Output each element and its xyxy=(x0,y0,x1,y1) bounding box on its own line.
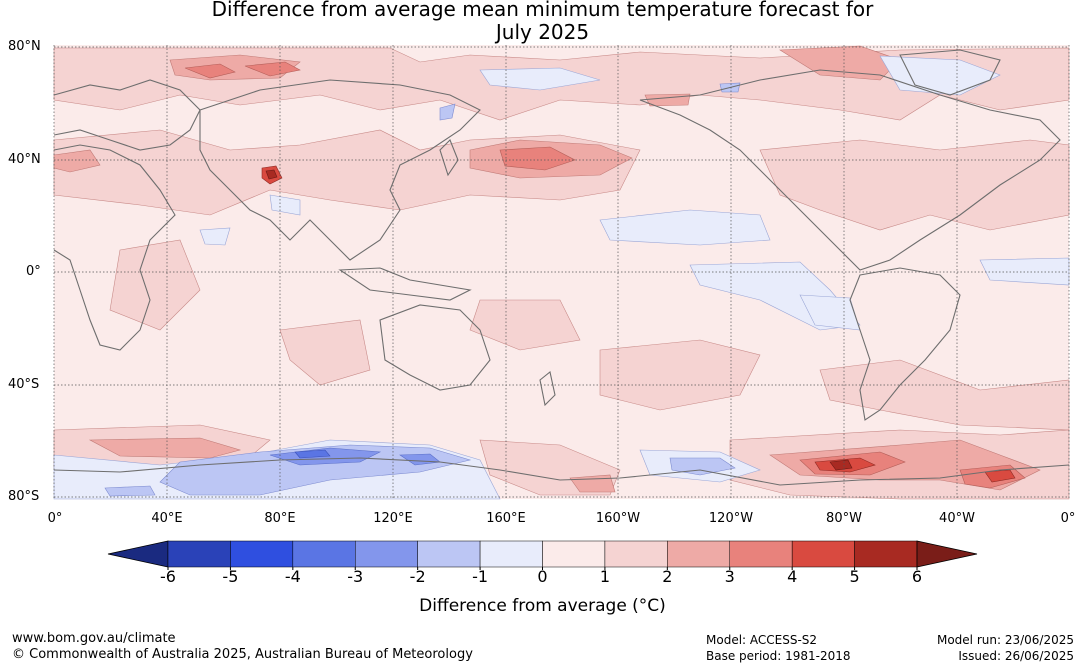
colorbar-tick-label: -5 xyxy=(222,567,239,586)
colorbar-tick-label: 5 xyxy=(849,567,860,586)
colorbar-tick-label: -3 xyxy=(347,567,364,586)
anomaly-5-6-regions xyxy=(265,169,853,471)
colorbar-tick-label: 3 xyxy=(724,567,735,586)
coastline-north-america xyxy=(639,69,1061,271)
lon-label-80e: 80°E xyxy=(264,511,296,526)
footer-issued: Issued: 26/06/2025 xyxy=(958,649,1074,663)
colorbar-tick-label: 6 xyxy=(911,567,923,586)
lat-label-40s: 40°S xyxy=(8,377,40,392)
colorbar-tick-label: 0 xyxy=(537,567,548,586)
colorbar-tick-label: -4 xyxy=(284,567,301,586)
coastline-europe xyxy=(53,79,201,151)
title-line-1: Difference from average mean minimum tem… xyxy=(211,0,874,21)
colorbar-tick-label: -6 xyxy=(160,567,176,586)
colorbar-swatch xyxy=(167,540,231,568)
lat-label-40n: 40°N xyxy=(8,152,41,167)
anomaly-neg3-neg4-regions xyxy=(294,449,331,459)
footer-model-run: Model run: 23/06/2025 xyxy=(936,633,1074,647)
footer-base-period: Base period: 1981-2018 xyxy=(706,649,851,663)
coastline-south-america xyxy=(849,267,961,421)
coastlines xyxy=(53,49,1070,486)
coastline-greenland xyxy=(899,49,1001,96)
footer-model: Model: ACCESS-S2 xyxy=(706,633,818,647)
colorbar-swatch xyxy=(604,540,668,568)
colorbar-tick-label: 4 xyxy=(787,567,798,586)
colorbar-swatch xyxy=(230,540,294,568)
lon-label-160w: 160°W xyxy=(595,511,641,526)
lon-label-120e: 120°E xyxy=(373,511,413,526)
lon-label-0-left: 0° xyxy=(47,511,63,526)
colorbar-swatch xyxy=(791,540,855,568)
colorbar-swatch xyxy=(355,540,418,568)
coastline-new-zealand xyxy=(539,371,556,407)
colorbar-tick-lines xyxy=(167,567,918,570)
lon-label-40e: 40°E xyxy=(151,511,183,526)
colorbar-swatch xyxy=(479,540,543,568)
colorbar-extend-high xyxy=(916,540,978,568)
colorbar-swatch xyxy=(854,540,918,568)
lat-label-80s: 80°S xyxy=(8,489,40,504)
colorbar-swatch xyxy=(542,540,606,568)
colorbar-tick-label: -1 xyxy=(472,567,489,586)
coastline-africa xyxy=(53,144,176,351)
colorbar-extend-low xyxy=(107,540,169,568)
lon-label-80w: 80°W xyxy=(826,511,862,526)
colorbar-tick-label: 1 xyxy=(599,567,610,586)
coastline-australia xyxy=(379,304,491,391)
colorbar-swatches xyxy=(107,540,978,568)
lon-label-40w: 40°W xyxy=(939,511,975,526)
footer-copyright: © Commonwealth of Australia 2025, Austra… xyxy=(12,647,473,662)
chart-title: Difference from average mean minimum tem… xyxy=(0,0,1085,44)
title-line-2: July 2025 xyxy=(495,20,590,44)
colorbar-label: Difference from average (°C) xyxy=(419,596,666,616)
colorbar-swatch xyxy=(417,540,481,568)
lat-label-0: 0° xyxy=(26,264,41,279)
anomaly-neg1-neg2-regions xyxy=(104,82,741,497)
colorbar-swatch xyxy=(729,540,793,568)
coastline-antarctica xyxy=(53,457,1070,486)
lon-label-120w: 120°W xyxy=(708,511,754,526)
coastline-asia xyxy=(199,79,481,261)
lat-label-80n: 80°N xyxy=(8,39,41,54)
colorbar-swatch xyxy=(292,540,356,568)
colorbar-tick-label: 2 xyxy=(662,567,673,586)
lon-label-160e: 160°E xyxy=(486,511,526,526)
colorbar-swatch xyxy=(667,540,730,568)
footer-website: www.bom.gov.au/climate xyxy=(12,631,176,646)
graticule xyxy=(53,45,1070,499)
colorbar-tick-label: -2 xyxy=(409,567,426,586)
lon-label-0-right: 0° xyxy=(1060,511,1076,526)
